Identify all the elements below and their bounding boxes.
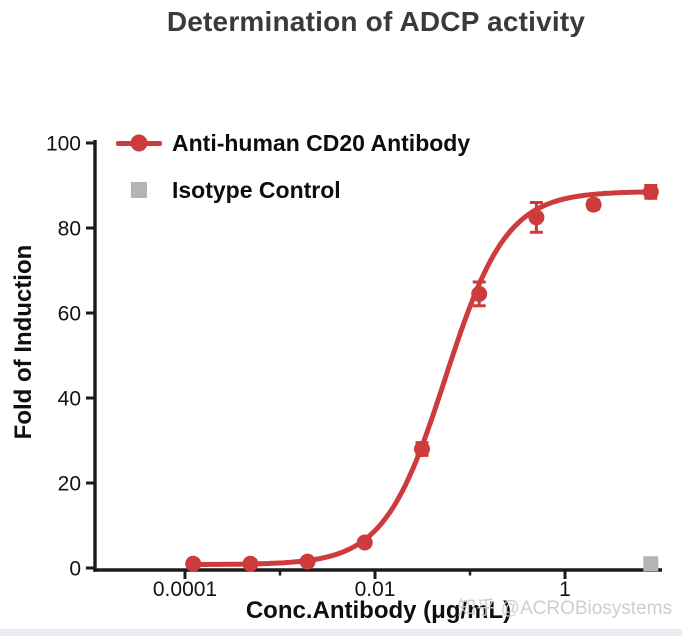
- data-point-circle: [242, 555, 259, 572]
- legend-label-isotype: Isotype Control: [172, 176, 341, 203]
- bottom-strip: [0, 629, 682, 636]
- legend-label-antibody: Anti-human CD20 Antibody: [172, 129, 471, 156]
- data-point-circle: [528, 209, 545, 226]
- y-tick-label: 80: [58, 218, 81, 241]
- data-point-circle: [642, 183, 659, 200]
- data-point-circle: [414, 441, 431, 457]
- legend-item-isotype: Isotype Control: [116, 173, 470, 207]
- y-axis-title: Fold of Induction: [10, 244, 37, 440]
- y-tick-label: 0: [69, 558, 81, 581]
- legend: Anti-human CD20 Antibody Isotype Control: [116, 126, 470, 220]
- y-tick-label: 60: [58, 303, 81, 326]
- red-circle-icon: [130, 134, 148, 152]
- red-line-circle-marker-icon: [116, 134, 162, 152]
- data-point-circle: [356, 534, 373, 551]
- watermark: 知乎 @ACROBiosystems: [457, 598, 672, 619]
- data-point-circle: [585, 196, 602, 213]
- data-point-circle: [185, 555, 202, 572]
- legend-item-antibody: Anti-human CD20 Antibody: [116, 126, 470, 160]
- data-point-square: [643, 556, 659, 572]
- dose-response-curve: [190, 189, 654, 567]
- x-tick-label: 1: [559, 578, 571, 601]
- data-point-circle: [299, 553, 316, 570]
- y-tick-label: 100: [46, 133, 81, 156]
- x-tick-label: 0.0001: [153, 578, 217, 601]
- x-tick-label: 0.01: [355, 578, 396, 601]
- x-axis-title: Conc.Antibody (μg/mL): [245, 597, 512, 624]
- y-tick-label: 20: [58, 473, 81, 496]
- gray-square-icon: [131, 182, 147, 198]
- y-tick-label: 40: [58, 388, 81, 411]
- chart-title: Determination of ADCP activity: [166, 6, 586, 37]
- data-point-circle: [471, 285, 488, 302]
